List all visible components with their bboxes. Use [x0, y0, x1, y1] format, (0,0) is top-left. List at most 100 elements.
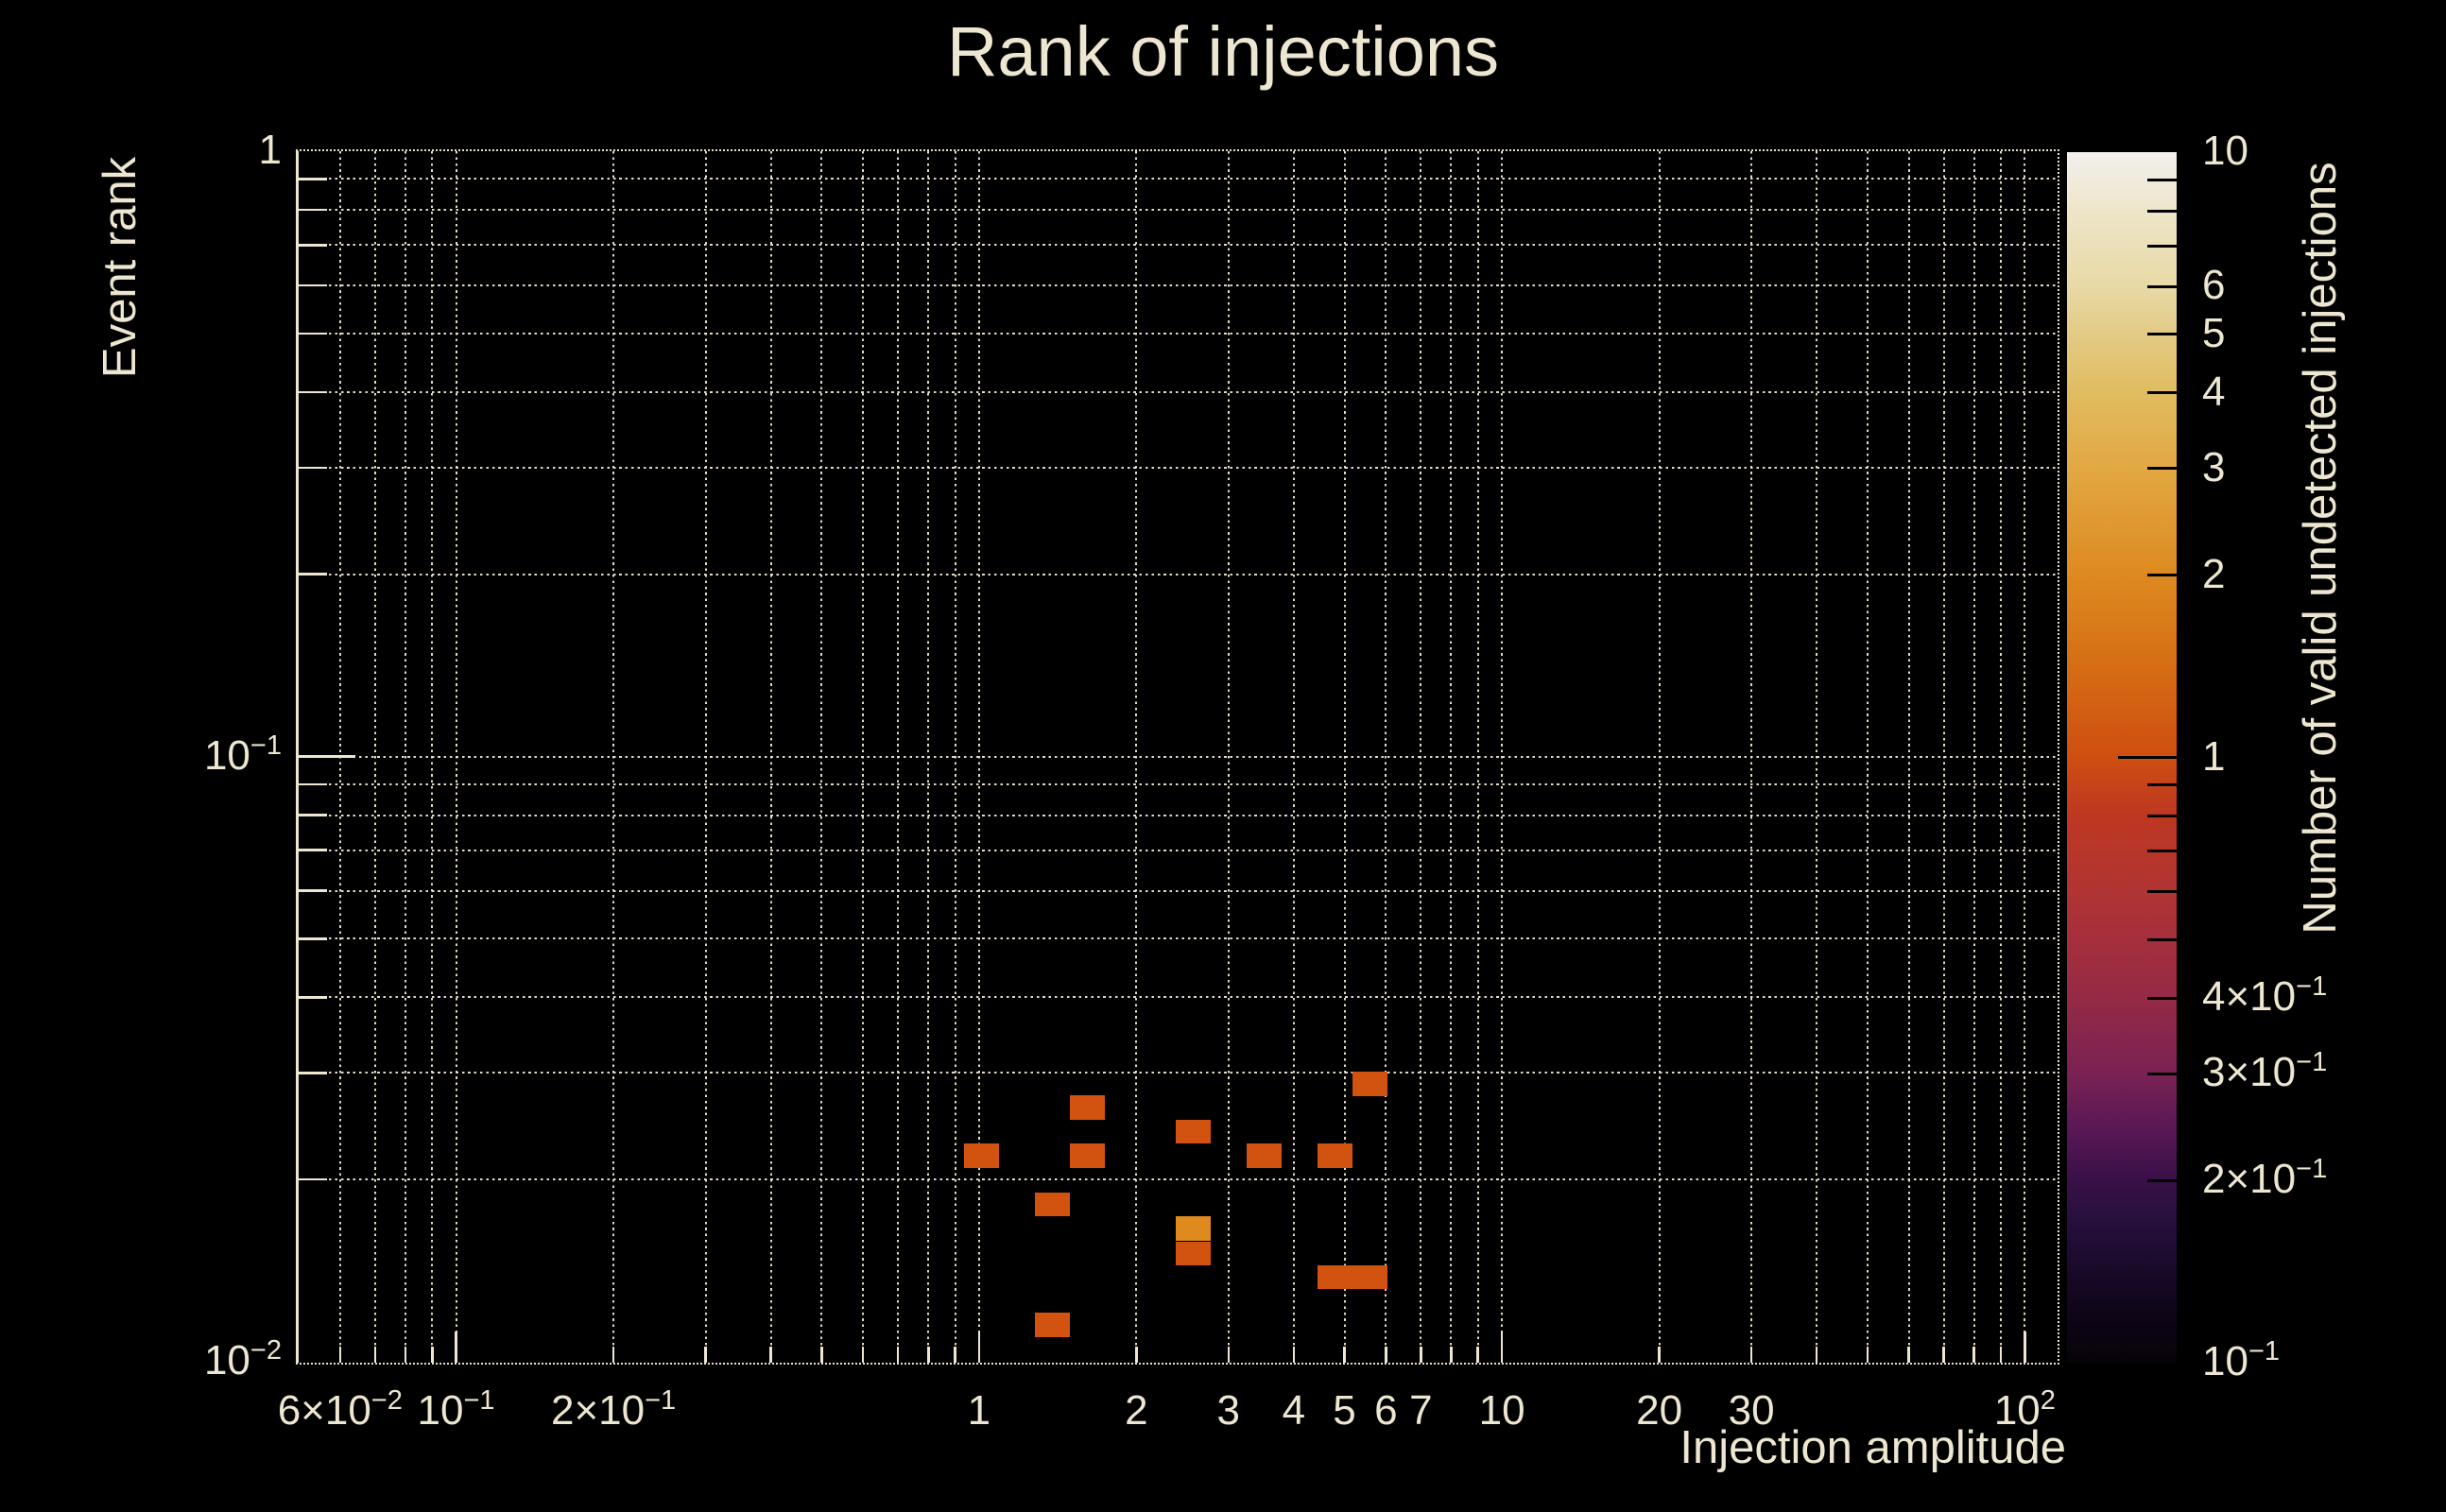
- x-axis-tick: [704, 1347, 707, 1363]
- y-axis-tick: [299, 814, 327, 816]
- x-axis-tick: [1385, 1347, 1387, 1363]
- y-axis-tick: [299, 782, 327, 786]
- heatmap-cell: [963, 1143, 999, 1168]
- x-axis-tick: [455, 1332, 457, 1363]
- x-axis-tick: [1866, 1347, 1869, 1363]
- x-axis-tick: [1972, 1347, 1976, 1363]
- x-axis-tick: [1942, 1347, 1945, 1363]
- colorbar-tick: [2147, 1178, 2177, 1182]
- grid-line-y: [299, 244, 2058, 247]
- grid-line-y: [299, 937, 2058, 940]
- x-axis-tick: [404, 1347, 407, 1363]
- grid-line-y: [299, 332, 2058, 335]
- grid-line-y: [299, 1072, 2058, 1074]
- x-axis-tick: [1658, 1347, 1661, 1363]
- x-tick-label: 20: [1636, 1387, 1683, 1434]
- colorbar-tick-label: 3: [2202, 443, 2226, 490]
- y-axis-tick: [299, 996, 327, 999]
- grid-line-y: [299, 284, 2058, 287]
- x-axis-tick: [1999, 1347, 2003, 1363]
- x-axis-tick: [1749, 1347, 1753, 1363]
- x-axis-tick: [1292, 1347, 1296, 1363]
- colorbar-tick-label: 1: [2202, 732, 2226, 780]
- colorbar-tick: [2147, 391, 2177, 395]
- colorbar-tick: [2147, 467, 2177, 471]
- grid-line-y: [299, 466, 2058, 469]
- colorbar-tick-label: 4×10−1: [2202, 971, 2328, 1021]
- colorbar-tick: [2147, 574, 2177, 577]
- x-tick-label: 10: [1478, 1387, 1525, 1434]
- heatmap-cell: [1069, 1095, 1105, 1120]
- colorbar-tick-label: 5: [2202, 309, 2226, 356]
- grid-line-y: [299, 849, 2058, 851]
- colorbar-title: Number of valid undetected injections: [2295, 162, 2346, 935]
- colorbar-tick-label: 2: [2202, 550, 2226, 597]
- x-axis-tick: [977, 1332, 981, 1363]
- colorbar-tick: [2147, 815, 2177, 818]
- y-axis-tick: [299, 466, 327, 470]
- y-axis-tick: [299, 208, 327, 212]
- x-axis-tick: [954, 1347, 956, 1363]
- x-axis-tick: [926, 1347, 930, 1363]
- x-tick-label: 4: [1282, 1387, 1306, 1434]
- x-axis-title: Injection amplitude: [1679, 1422, 2066, 1473]
- x-axis-tick: [1343, 1347, 1346, 1363]
- y-axis-tick: [299, 178, 327, 180]
- x-axis-tick: [1907, 1347, 1910, 1363]
- y-axis-tick: [299, 937, 327, 940]
- colorbar-tick: [2147, 178, 2177, 181]
- grid-line-y: [299, 178, 2058, 180]
- y-axis-tick: [299, 284, 327, 287]
- colorbar-tick-label: 4: [2202, 368, 2226, 415]
- x-axis-tick: [373, 1347, 377, 1363]
- heatmap-cell: [1317, 1143, 1352, 1168]
- colorbar: [2067, 152, 2177, 1363]
- x-axis-tick: [1450, 1347, 1453, 1363]
- colorbar-tick: [2147, 284, 2177, 288]
- x-axis-tick: [861, 1347, 865, 1363]
- y-axis-tick: [299, 1177, 327, 1181]
- x-axis-tick: [896, 1347, 900, 1363]
- colorbar-tick: [2147, 333, 2177, 336]
- y-axis-tick: [299, 889, 327, 892]
- colorbar-tick: [2118, 756, 2177, 759]
- heatmap-cell: [1317, 1264, 1352, 1290]
- colorbar-tick-label: 3×10−1: [2202, 1047, 2328, 1096]
- x-axis-tick: [769, 1347, 772, 1363]
- x-axis-tick: [2024, 1332, 2026, 1363]
- grid-line-y: [299, 209, 2058, 212]
- grid-line-y: [299, 996, 2058, 999]
- y-axis-tick: [299, 1072, 327, 1074]
- heatmap-cell: [1175, 1241, 1212, 1266]
- chart-title: Rank of injections: [946, 12, 1500, 91]
- x-tick-label: 3: [1216, 1387, 1241, 1434]
- heatmap-cell: [1175, 1216, 1212, 1241]
- grid-line-y: [299, 573, 2058, 576]
- x-tick-label: 10−1: [417, 1385, 495, 1434]
- grid-line-y: [299, 755, 2058, 758]
- colorbar-tick: [2147, 937, 2177, 941]
- heatmap-cell: [1069, 1143, 1105, 1168]
- colorbar-tick: [2147, 996, 2177, 1000]
- y-axis-tick: [299, 755, 355, 758]
- y-axis-tick: [299, 332, 327, 335]
- x-axis-tick: [1420, 1347, 1422, 1363]
- y-tick-label: 10−1: [203, 730, 282, 779]
- colorbar-tick: [2147, 890, 2177, 894]
- heatmap-cell: [1352, 1264, 1388, 1290]
- y-tick-label: 1: [258, 127, 282, 173]
- x-axis-tick: [430, 1347, 434, 1363]
- x-tick-label: 30: [1728, 1387, 1775, 1434]
- y-axis-title: Event rank: [95, 156, 146, 379]
- x-tick-label: 1: [967, 1387, 991, 1434]
- x-axis-tick: [1815, 1347, 1818, 1363]
- x-tick-label: 6: [1374, 1387, 1398, 1434]
- grid-line-y: [299, 782, 2058, 785]
- x-tick-label: 102: [1993, 1385, 2056, 1434]
- plot-area: [296, 149, 2059, 1365]
- colorbar-tick: [2147, 209, 2177, 213]
- y-axis-tick: [299, 243, 327, 247]
- colorbar-tick: [2147, 850, 2177, 853]
- colorbar-tick-label: 6: [2202, 262, 2226, 309]
